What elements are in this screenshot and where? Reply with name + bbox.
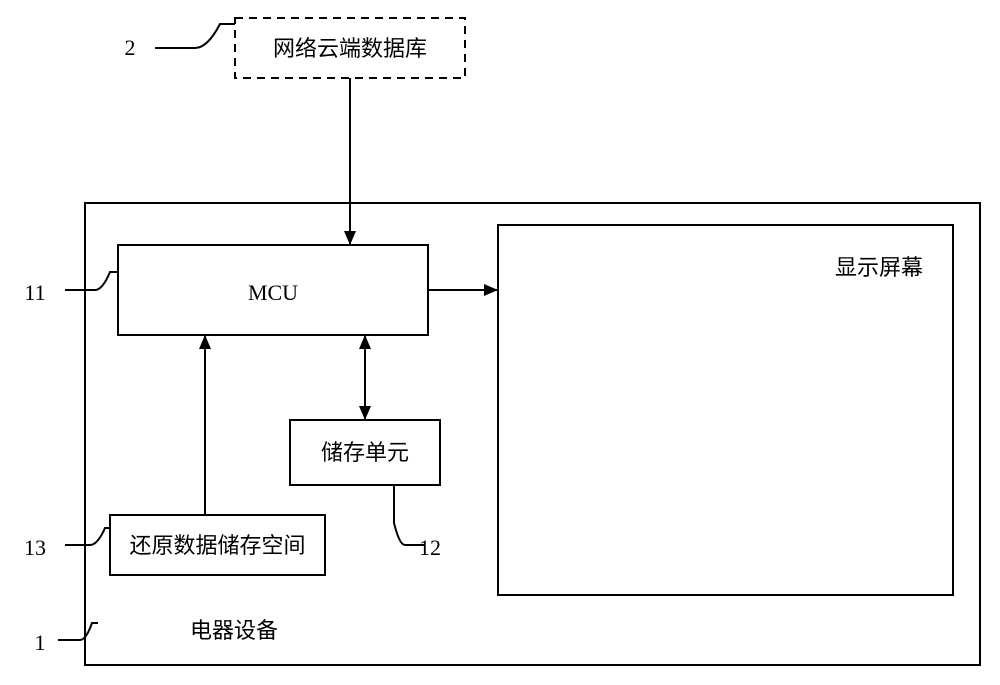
node-label-cloud_db: 网络云端数据库 <box>273 36 427 61</box>
node-label-restore: 还原数据储存空间 <box>129 533 305 558</box>
ref-label-2: 2 <box>125 35 136 60</box>
ref-label-13: 13 <box>24 535 46 560</box>
node-label-display: 显示屏幕 <box>835 255 923 280</box>
node-label-mcu: MCU <box>248 280 298 305</box>
ref-label-1: 1 <box>35 630 46 655</box>
node-label-storage: 储存单元 <box>321 440 409 465</box>
node-label-device: 电器设备 <box>190 618 278 643</box>
ref-label-11: 11 <box>24 280 45 305</box>
ref-label-12: 12 <box>419 535 441 560</box>
